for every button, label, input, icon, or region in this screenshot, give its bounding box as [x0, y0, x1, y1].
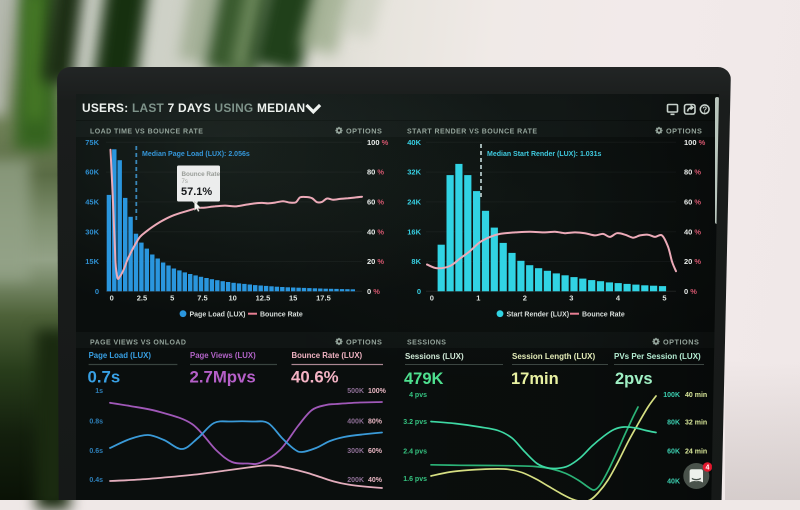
svg-text:40.6%: 40.6%	[291, 368, 339, 387]
svg-text:Bounce Rate (LUX): Bounce Rate (LUX)	[292, 351, 363, 360]
svg-text:2.7Mpvs: 2.7Mpvs	[190, 368, 256, 387]
svg-text:40K: 40K	[667, 478, 680, 485]
svg-text:2pvs: 2pvs	[615, 370, 653, 388]
svg-text:12.5: 12.5	[256, 294, 271, 303]
svg-text:24 min: 24 min	[685, 448, 707, 455]
svg-text:80 %: 80 %	[367, 168, 384, 177]
svg-text:15K: 15K	[85, 257, 99, 266]
svg-text:100 %: 100 %	[684, 138, 706, 147]
svg-text:1: 1	[476, 294, 480, 303]
svg-text:0: 0	[95, 287, 99, 296]
svg-text:5: 5	[170, 294, 174, 303]
svg-text:LOAD TIME VS BOUNCE RATE: LOAD TIME VS BOUNCE RATE	[90, 129, 203, 136]
svg-text:4: 4	[706, 465, 710, 472]
svg-text:16K: 16K	[407, 227, 421, 236]
svg-text:0.7s: 0.7s	[88, 368, 121, 387]
svg-text:Start Render (LUX): Start Render (LUX)	[507, 312, 570, 319]
svg-text:20 %: 20 %	[367, 257, 384, 266]
svg-text:24K: 24K	[407, 198, 421, 207]
svg-text:Page Views (LUX): Page Views (LUX)	[190, 351, 256, 360]
svg-text:15: 15	[289, 294, 297, 303]
svg-text:Sessions (LUX): Sessions (LUX)	[405, 352, 464, 361]
svg-text:60 %: 60 %	[684, 198, 701, 207]
svg-text:2.5: 2.5	[137, 294, 147, 303]
svg-text:200K: 200K	[347, 477, 364, 484]
svg-text:0.6s: 0.6s	[89, 448, 103, 455]
svg-text:40 min: 40 min	[685, 392, 707, 399]
svg-text:PVs Per Session (LUX): PVs Per Session (LUX)	[614, 352, 701, 361]
svg-text:OPTIONS: OPTIONS	[666, 127, 702, 136]
svg-text:40 %: 40 %	[367, 227, 384, 236]
svg-text:Median Page Load (LUX): 2.056s: Median Page Load (LUX): 2.056s	[142, 151, 250, 158]
svg-text:0 %: 0 %	[684, 287, 697, 296]
svg-text:7s: 7s	[182, 179, 188, 185]
svg-text:40%: 40%	[368, 477, 383, 484]
svg-text:Bounce Rate: Bounce Rate	[260, 312, 303, 319]
svg-text:OPTIONS: OPTIONS	[663, 338, 699, 347]
svg-text:Bounce Rate: Bounce Rate	[182, 171, 221, 178]
svg-text:75K: 75K	[85, 138, 99, 147]
svg-text:2.4 pvs: 2.4 pvs	[403, 448, 427, 455]
svg-text:Bounce Rate: Bounce Rate	[582, 312, 625, 319]
svg-text:100K: 100K	[663, 392, 680, 399]
svg-text:80 %: 80 %	[684, 168, 701, 177]
svg-text:OPTIONS: OPTIONS	[346, 338, 382, 347]
svg-text:40K: 40K	[407, 138, 421, 147]
svg-text:32 min: 32 min	[685, 419, 707, 426]
svg-text:0: 0	[430, 294, 434, 303]
svg-text:START RENDER VS BOUNCE RATE: START RENDER VS BOUNCE RATE	[407, 129, 538, 136]
svg-text:OPTIONS: OPTIONS	[346, 127, 382, 136]
svg-text:60K: 60K	[85, 168, 99, 177]
svg-text:30K: 30K	[85, 227, 99, 236]
svg-text:PAGE VIEWS VS ONLOAD: PAGE VIEWS VS ONLOAD	[90, 340, 186, 347]
svg-text:57.1%: 57.1%	[181, 186, 212, 198]
svg-text:8K: 8K	[411, 257, 421, 266]
svg-text:60K: 60K	[667, 448, 680, 455]
svg-text:0: 0	[417, 287, 421, 296]
svg-text:80K: 80K	[667, 419, 680, 426]
svg-text:500K: 500K	[347, 388, 364, 395]
svg-text:5: 5	[662, 294, 666, 303]
svg-text:0: 0	[110, 294, 114, 303]
svg-text:4 pvs: 4 pvs	[409, 392, 427, 399]
svg-text:10: 10	[229, 294, 237, 303]
svg-text:?: ?	[702, 105, 707, 114]
svg-text:45K: 45K	[85, 198, 99, 207]
svg-text:1s: 1s	[95, 388, 103, 395]
svg-text:Page Load (LUX): Page Load (LUX)	[89, 351, 152, 360]
svg-text:Session Length (LUX): Session Length (LUX)	[512, 352, 595, 361]
svg-text:60 %: 60 %	[367, 198, 384, 207]
svg-text:32K: 32K	[407, 168, 421, 177]
svg-text:60%: 60%	[368, 448, 383, 455]
svg-text:0 %: 0 %	[367, 287, 380, 296]
svg-text:0.8s: 0.8s	[89, 418, 103, 425]
svg-text:300K: 300K	[347, 448, 364, 455]
svg-text:3.2 pvs: 3.2 pvs	[403, 419, 427, 426]
svg-text:17min: 17min	[511, 370, 559, 388]
svg-text:40 %: 40 %	[684, 227, 701, 236]
svg-text:400K: 400K	[347, 418, 364, 425]
svg-text:7.5: 7.5	[197, 294, 207, 303]
svg-text:2: 2	[523, 294, 527, 303]
svg-text:4: 4	[616, 294, 621, 303]
svg-text:USERS: LAST 7 DAYS USING MEDIA: USERS: LAST 7 DAYS USING MEDIAN	[82, 101, 305, 115]
svg-text:100 %: 100 %	[367, 138, 389, 147]
svg-text:479K: 479K	[404, 370, 444, 388]
svg-text:17.5: 17.5	[316, 294, 331, 303]
svg-text:3: 3	[569, 294, 573, 303]
svg-text:Page Load (LUX): Page Load (LUX)	[190, 312, 246, 319]
svg-text:20 %: 20 %	[684, 257, 701, 266]
svg-text:80%: 80%	[368, 418, 383, 425]
svg-text:Median Start Render (LUX): 1.0: Median Start Render (LUX): 1.031s	[487, 151, 601, 158]
svg-text:1.6 pvs: 1.6 pvs	[403, 476, 427, 483]
svg-text:100%: 100%	[368, 388, 387, 395]
svg-text:SESSIONS: SESSIONS	[407, 340, 446, 347]
svg-text:0.4s: 0.4s	[89, 477, 103, 484]
